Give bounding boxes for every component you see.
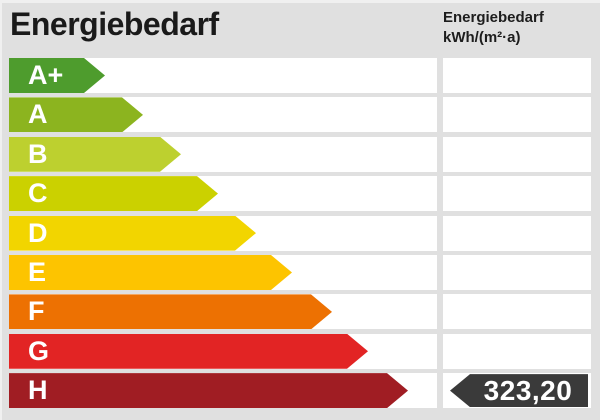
grade-label: A+: [28, 60, 64, 90]
grade-label: B: [28, 138, 48, 169]
grade-arrow: A: [9, 97, 143, 132]
scale-strip: H: [9, 373, 437, 409]
scale-strip: G: [9, 333, 437, 369]
scale-strip: B: [9, 136, 437, 172]
scale-strip: F: [9, 294, 437, 330]
scale-row-e: E: [9, 254, 591, 290]
grade-arrow: B: [9, 137, 181, 172]
grade-arrow: C: [9, 176, 218, 211]
grade-arrow: E: [9, 255, 292, 290]
grade-arrow: A+: [9, 58, 105, 93]
scale-row-d: D: [9, 215, 591, 251]
scale-row-c: C: [9, 176, 591, 212]
grade-arrow: F: [9, 294, 332, 329]
scale-row-a-plus: A+: [9, 58, 591, 93]
value-badge: 323,20: [450, 374, 588, 408]
grade-label: G: [28, 335, 50, 366]
grade-arrow: G: [9, 334, 368, 369]
value-strip: [443, 58, 591, 93]
energy-scale: A+ A B: [9, 58, 591, 409]
scale-strip: C: [9, 176, 437, 212]
scale-row-g: G: [9, 333, 591, 369]
scale-strip: E: [9, 254, 437, 290]
value-text: 323,20: [483, 374, 573, 406]
unit-header-line2: kWh/(m²·a): [443, 29, 521, 46]
value-strip: 323,20: [443, 373, 591, 409]
value-strip: [443, 97, 591, 133]
grade-label: A: [28, 99, 48, 130]
scale-row-f: F: [9, 294, 591, 330]
value-strip: [443, 176, 591, 212]
scale-row-h: H 323,20: [9, 373, 591, 409]
value-strip: [443, 215, 591, 251]
grade-label: H: [28, 375, 48, 406]
scale-strip: D: [9, 215, 437, 251]
scale-strip: A+: [9, 58, 437, 93]
grade-label: C: [28, 178, 48, 209]
scale-strip: A: [9, 97, 437, 133]
value-strip: [443, 333, 591, 369]
scale-row-a: A: [9, 97, 591, 133]
value-strip: [443, 294, 591, 330]
grade-arrow: D: [9, 216, 256, 251]
grade-label: E: [28, 256, 47, 287]
value-strip: [443, 254, 591, 290]
grade-label: F: [28, 296, 45, 327]
page-title: Energiebedarf: [10, 6, 219, 42]
value-strip: [443, 136, 591, 172]
grade-label: D: [28, 217, 48, 248]
unit-header-line1: Energiebedarf: [443, 9, 544, 26]
grade-arrow: H: [9, 373, 408, 408]
scale-row-b: B: [9, 136, 591, 172]
unit-header: Energiebedarf kWh/(m²·a): [443, 8, 544, 48]
